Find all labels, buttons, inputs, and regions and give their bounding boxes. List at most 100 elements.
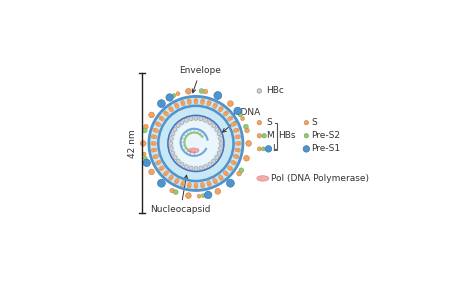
Text: Pre-S2: Pre-S2	[311, 131, 340, 140]
Text: S: S	[266, 118, 272, 127]
Circle shape	[235, 135, 239, 139]
Circle shape	[203, 165, 208, 169]
Circle shape	[235, 128, 239, 132]
Circle shape	[149, 96, 243, 191]
Circle shape	[233, 161, 237, 165]
Circle shape	[165, 112, 169, 116]
Circle shape	[171, 151, 174, 155]
Circle shape	[223, 171, 227, 175]
Circle shape	[153, 148, 157, 152]
Ellipse shape	[189, 148, 199, 153]
Circle shape	[189, 117, 193, 121]
Circle shape	[217, 132, 221, 136]
Circle shape	[143, 156, 147, 160]
Circle shape	[213, 178, 217, 182]
Circle shape	[170, 175, 173, 179]
Circle shape	[214, 91, 222, 99]
Circle shape	[233, 122, 237, 126]
Circle shape	[149, 112, 155, 118]
Circle shape	[181, 181, 185, 185]
Circle shape	[157, 100, 165, 108]
Circle shape	[194, 167, 198, 170]
Circle shape	[194, 185, 198, 189]
Circle shape	[164, 172, 167, 176]
Circle shape	[218, 175, 222, 179]
Text: HBc: HBc	[266, 86, 284, 95]
Circle shape	[166, 94, 173, 101]
Circle shape	[157, 179, 165, 187]
Circle shape	[237, 171, 242, 176]
Circle shape	[174, 180, 178, 184]
Circle shape	[201, 184, 205, 188]
Circle shape	[155, 161, 159, 165]
Circle shape	[188, 182, 191, 186]
Circle shape	[197, 194, 201, 198]
Circle shape	[217, 151, 221, 155]
Circle shape	[174, 103, 178, 107]
Circle shape	[161, 117, 164, 121]
Text: 42 nm: 42 nm	[128, 129, 137, 158]
Text: Nucleocapsid: Nucleocapsid	[150, 175, 211, 214]
Circle shape	[151, 148, 155, 152]
Circle shape	[187, 99, 191, 103]
Circle shape	[173, 190, 178, 195]
Circle shape	[142, 152, 146, 156]
Circle shape	[140, 141, 146, 146]
Circle shape	[235, 148, 239, 152]
Circle shape	[142, 128, 147, 133]
Circle shape	[219, 141, 223, 145]
Circle shape	[173, 128, 177, 131]
Circle shape	[201, 101, 204, 105]
Circle shape	[157, 123, 161, 127]
Circle shape	[304, 120, 309, 125]
Circle shape	[194, 98, 198, 102]
Circle shape	[219, 106, 223, 110]
Circle shape	[303, 146, 310, 152]
Circle shape	[207, 102, 210, 106]
Circle shape	[235, 141, 239, 145]
Circle shape	[171, 132, 174, 136]
Circle shape	[176, 124, 180, 128]
Text: rcDNA: rcDNA	[222, 108, 260, 132]
Circle shape	[203, 118, 208, 122]
Circle shape	[225, 111, 228, 115]
Circle shape	[155, 129, 159, 133]
Circle shape	[219, 137, 222, 141]
Circle shape	[173, 155, 177, 159]
Circle shape	[159, 116, 163, 120]
Circle shape	[235, 155, 239, 159]
Circle shape	[204, 191, 212, 199]
Circle shape	[218, 108, 222, 112]
Circle shape	[159, 167, 163, 171]
Circle shape	[199, 117, 203, 121]
Circle shape	[189, 166, 193, 170]
Circle shape	[229, 116, 233, 120]
Circle shape	[169, 137, 173, 141]
Circle shape	[214, 180, 218, 184]
Text: M: M	[266, 131, 274, 140]
Circle shape	[176, 92, 180, 96]
Circle shape	[185, 88, 191, 94]
Circle shape	[188, 101, 191, 105]
Circle shape	[181, 102, 185, 106]
Circle shape	[169, 141, 173, 145]
Circle shape	[143, 159, 150, 167]
Circle shape	[208, 120, 212, 124]
Circle shape	[213, 105, 217, 108]
Circle shape	[228, 117, 231, 121]
Circle shape	[257, 147, 261, 151]
Circle shape	[153, 135, 157, 139]
Circle shape	[184, 118, 188, 122]
Circle shape	[238, 113, 242, 117]
Circle shape	[257, 133, 262, 138]
Circle shape	[165, 171, 169, 175]
Circle shape	[168, 106, 173, 110]
Circle shape	[201, 99, 205, 103]
Circle shape	[219, 146, 222, 150]
Circle shape	[239, 168, 244, 173]
Circle shape	[237, 148, 241, 152]
Circle shape	[203, 89, 208, 94]
Circle shape	[233, 154, 237, 158]
Circle shape	[181, 100, 184, 104]
Circle shape	[304, 133, 309, 138]
